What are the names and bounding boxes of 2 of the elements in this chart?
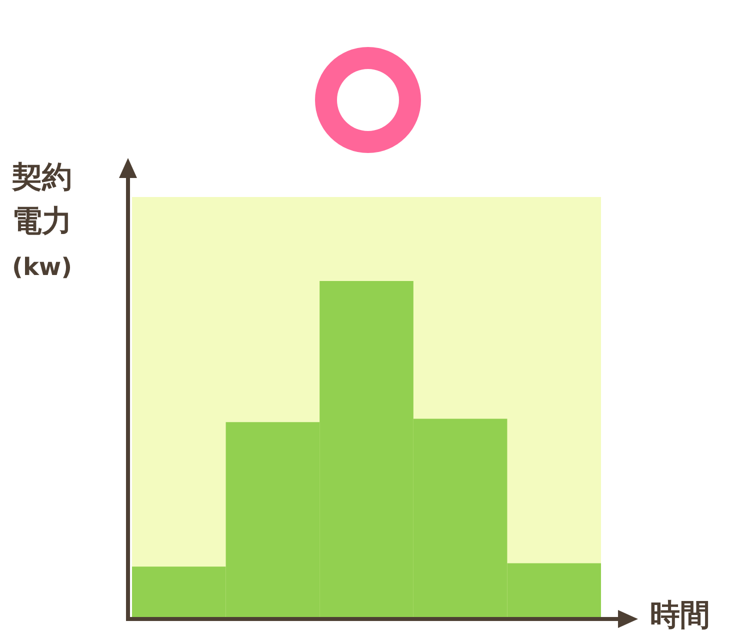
y-axis-title: 契約電力(kw) [11,160,72,281]
x-axis-title: 時間 [650,598,710,633]
